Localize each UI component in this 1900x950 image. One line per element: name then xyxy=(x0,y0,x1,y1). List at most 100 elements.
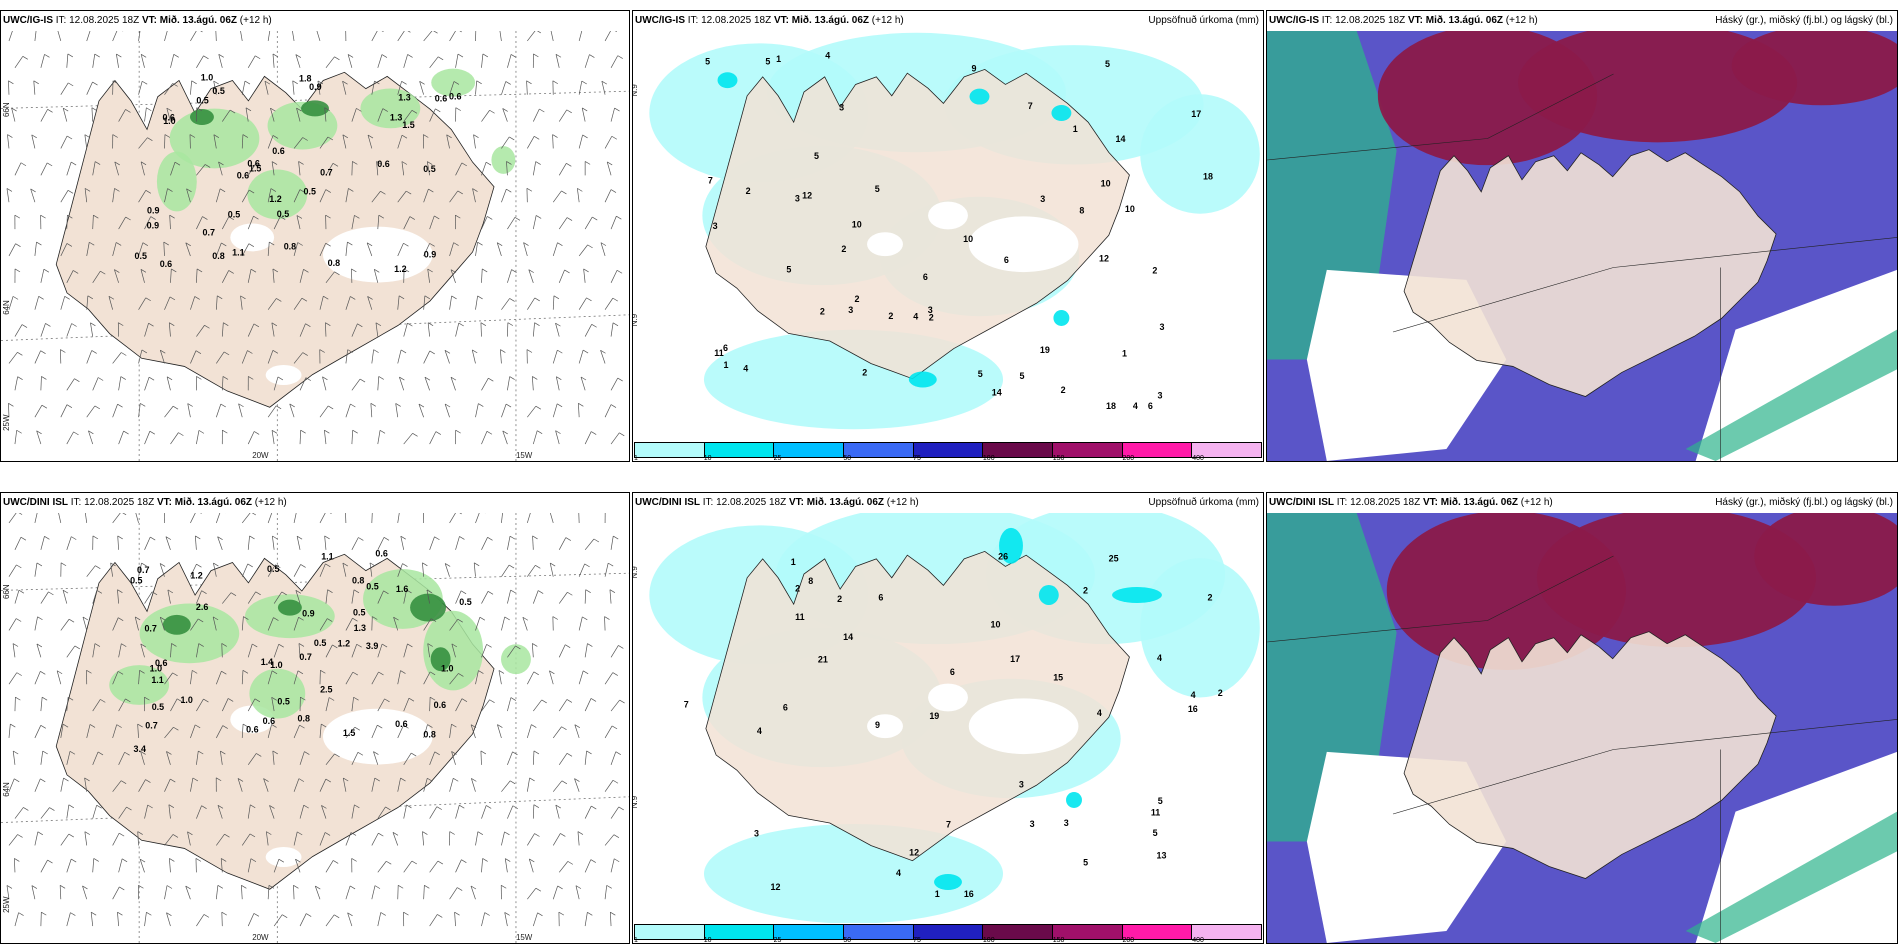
wind-barb xyxy=(247,643,253,658)
wind-barb-flag xyxy=(63,777,69,782)
wind-barb-flag xyxy=(108,295,115,300)
precip-value-label: 3 xyxy=(1030,819,1035,829)
lat-label-66n: N.9 xyxy=(633,566,639,579)
wind-barb-flag xyxy=(194,296,200,300)
wind-value-label: 1.5 xyxy=(402,120,414,130)
cloud-map[interactable] xyxy=(1267,31,1897,461)
wind-barb-flag xyxy=(302,352,308,356)
precip-value-label: 12 xyxy=(802,190,812,200)
precip-value-label: 10 xyxy=(1101,179,1111,189)
wind-barb xyxy=(584,643,588,658)
wind-barb-flag xyxy=(139,858,146,863)
wind-barb-flag xyxy=(228,270,234,274)
wind-barb xyxy=(247,535,250,550)
wind-barb xyxy=(190,350,197,364)
wind-barb xyxy=(58,513,62,524)
wind-barb xyxy=(30,188,36,203)
wind-barb xyxy=(140,269,145,283)
wind-barb xyxy=(427,643,430,658)
wind-barb xyxy=(501,298,510,310)
lead-time: (+12 h) xyxy=(1505,15,1538,26)
wind-map[interactable]: 0.6 2.6 0.5 0.8 0.7 3.9 3.4 0.6 0.7 1.0 1.1 0.5 0.6 0… xyxy=(1,513,629,943)
wind-barb xyxy=(419,81,424,95)
wind-barb xyxy=(403,110,413,122)
wind-barb xyxy=(216,833,225,846)
colorbar-swatch xyxy=(913,443,984,457)
wind-barb xyxy=(60,82,69,95)
precip-value-label: 19 xyxy=(929,711,939,721)
precip-map[interactable]: 3 6 4 12 13 11 14 25 16 17 21 12 15 26 19 11 4 5 7 8 9 5 2 3 6 4 5… xyxy=(633,513,1263,923)
wind-barb xyxy=(377,806,386,819)
wind-barb-flag xyxy=(220,750,226,755)
wind-barb xyxy=(273,376,279,391)
wind-barb-flag xyxy=(59,884,66,889)
cloud-map[interactable] xyxy=(1267,513,1897,943)
glacier-myrdalsjokull xyxy=(265,847,302,867)
wind-barb-flag xyxy=(347,349,353,353)
wind-barb-flag xyxy=(350,832,357,836)
wind-barb-flag xyxy=(619,432,625,437)
wind-barb-flag xyxy=(471,778,477,782)
wind-barb-flag xyxy=(117,403,123,408)
wind-barb-flag xyxy=(497,724,503,728)
wind-barb xyxy=(397,81,402,95)
wind-barb xyxy=(190,724,196,739)
wind-barb-flag xyxy=(502,430,508,435)
wind-barb xyxy=(118,376,122,391)
wind-barb-flag xyxy=(418,403,425,408)
wind-barb-flag xyxy=(86,669,92,674)
wind-barb xyxy=(401,161,405,176)
wind-barb-flag xyxy=(16,672,22,676)
wind-barb xyxy=(112,617,119,631)
wind-barb-flag xyxy=(116,242,122,246)
wind-barb xyxy=(14,430,18,445)
precip-map[interactable]: 6 3 5 12 6 3 4 2 3 8 10 9 5 18 10 19 10 18 17 5 4 12 5 2 1 3 5 6 14 1… xyxy=(633,31,1263,441)
precip-panel-row1: UWC/IG-IS IT: 12.08.2025 18Z VT: Mið. 13… xyxy=(632,10,1264,462)
wind-barb xyxy=(92,377,99,391)
wind-barb xyxy=(116,54,119,68)
wind-barb-flag xyxy=(148,322,154,327)
wind-barb xyxy=(186,188,191,203)
wind-barb-flag xyxy=(95,565,101,570)
wind-barb-flag xyxy=(160,616,166,621)
wind-value-label: 0.9 xyxy=(302,609,314,619)
wind-barb xyxy=(267,885,270,900)
wind-barb xyxy=(168,322,171,337)
wind-barb xyxy=(472,188,476,203)
lat-label-64n: 64N xyxy=(2,782,11,797)
wind-barb xyxy=(164,296,171,310)
wind-barb-flag xyxy=(614,107,620,112)
wind-barb xyxy=(90,322,94,337)
wind-barb-flag xyxy=(488,377,494,382)
precip-value-label: 2 xyxy=(1061,385,1066,395)
wind-barb-flag xyxy=(219,188,226,193)
wind-barb-flag xyxy=(402,563,408,567)
wind-barb xyxy=(271,697,275,712)
wind-barb xyxy=(319,778,327,792)
wind-barb-flag xyxy=(48,591,54,596)
wind-barb xyxy=(299,377,307,391)
wind-map[interactable]: 0.5 0.5 1.5 1.2 0.9 1.0 0.7 0.8 0.5 0.6 1.3 0.5 0.6 0… xyxy=(1,31,629,461)
wind-barb-flag xyxy=(275,405,282,410)
wind-barb xyxy=(552,242,558,257)
wind-barb xyxy=(40,807,50,819)
wind-barb xyxy=(584,216,593,230)
wind-barb xyxy=(66,536,72,550)
valid-time: VT: Mið. 13.ágú. 06Z xyxy=(141,15,237,26)
colorbar-tick-label: 400 xyxy=(1192,455,1204,462)
colorbar-swatch xyxy=(704,925,775,939)
wind-barb-flag xyxy=(121,352,127,356)
wind-barb xyxy=(88,430,94,445)
wind-barb xyxy=(475,831,479,846)
wind-barb-flag xyxy=(555,430,561,434)
wind-barb xyxy=(138,137,148,149)
wind-barb xyxy=(345,296,351,310)
wind-barb-flag xyxy=(352,429,358,434)
panel-header: UWC/DINI ISL IT: 12.08.2025 18Z VT: Mið.… xyxy=(1,493,629,513)
wind-barb xyxy=(351,537,359,550)
wind-barb xyxy=(345,671,354,685)
wind-barb xyxy=(471,349,476,364)
wind-barb xyxy=(34,671,41,685)
wind-barb-flag xyxy=(125,216,131,221)
wind-barb xyxy=(14,537,22,550)
